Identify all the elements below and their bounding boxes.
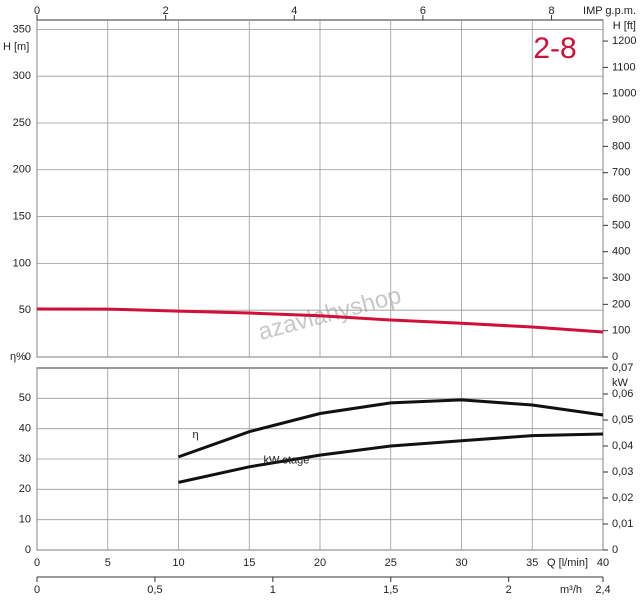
x-tick-label: 30 bbox=[455, 557, 467, 569]
chart-title: 2-8 bbox=[533, 32, 576, 65]
y2-tick-label: 400 bbox=[612, 246, 630, 258]
x2-tick-label: 4 bbox=[291, 5, 297, 17]
y2-tick-label: 200 bbox=[612, 298, 630, 310]
y2-tick-label: 0,05 bbox=[612, 414, 633, 426]
x2-tick-label: 2,4 bbox=[595, 584, 610, 596]
y2-tick-label: 0,03 bbox=[612, 466, 633, 478]
y-tick-label: 200 bbox=[13, 164, 31, 176]
y2-tick-label: 600 bbox=[612, 193, 630, 205]
y2-tick-label: 1000 bbox=[612, 88, 636, 100]
y2-tick-label: 0,02 bbox=[612, 492, 633, 504]
x-tick-label: 15 bbox=[243, 557, 255, 569]
y-tick-label: 0 bbox=[25, 544, 31, 556]
x2-axis-label: m³/h bbox=[560, 584, 582, 596]
y2-tick-label: 500 bbox=[612, 219, 630, 231]
y2-axis-label: kW bbox=[612, 377, 629, 389]
y-axis-label: η% bbox=[10, 351, 26, 363]
y-axis-label: H [m] bbox=[3, 41, 29, 53]
x-axis-label: Q [l/min] bbox=[547, 557, 588, 569]
y-tick-label: 100 bbox=[13, 257, 31, 269]
y2-tick-label: 0,01 bbox=[612, 518, 633, 530]
x2-tick-label: 0,5 bbox=[147, 584, 162, 596]
y-tick-label: 350 bbox=[13, 23, 31, 35]
series-label: η bbox=[193, 429, 199, 441]
y2-tick-label: 0,04 bbox=[612, 440, 633, 452]
x2-tick-label: 2 bbox=[163, 5, 169, 17]
x-tick-label: 5 bbox=[105, 557, 111, 569]
x-tick-label: 0 bbox=[34, 557, 40, 569]
x2-tick-label: 1,5 bbox=[383, 584, 398, 596]
y-tick-label: 150 bbox=[13, 210, 31, 222]
x-tick-label: 35 bbox=[526, 557, 538, 569]
series-line bbox=[36, 307, 604, 334]
x2-tick-label: 0 bbox=[34, 5, 40, 17]
y2-tick-label: 100 bbox=[612, 325, 630, 337]
x2-tick-label: 0 bbox=[34, 584, 40, 596]
y-tick-label: 50 bbox=[19, 392, 31, 404]
y2-tick-label: 300 bbox=[612, 272, 630, 284]
y2-tick-label: 1100 bbox=[612, 61, 636, 73]
series-line bbox=[177, 398, 604, 459]
x2-tick-label: 2 bbox=[506, 584, 512, 596]
y2-tick-label: 0,07 bbox=[612, 362, 633, 374]
x2-tick-label: 1 bbox=[270, 584, 276, 596]
y-tick-label: 250 bbox=[13, 117, 31, 129]
x2-tick-label: 8 bbox=[548, 5, 554, 17]
y2-tick-label: 0 bbox=[612, 544, 618, 556]
y2-axis-label: H [ft] bbox=[613, 20, 636, 32]
y-tick-label: 30 bbox=[19, 453, 31, 465]
y2-tick-label: 800 bbox=[612, 140, 630, 152]
y2-tick-label: 1200 bbox=[612, 35, 636, 47]
series-line bbox=[178, 432, 604, 484]
y2-tick-label: 0,06 bbox=[612, 388, 633, 400]
x2-tick-label: 6 bbox=[420, 5, 426, 17]
x-tick-label: 25 bbox=[385, 557, 397, 569]
y-tick-label: 50 bbox=[19, 304, 31, 316]
y-tick-label: 0 bbox=[25, 351, 31, 363]
y-tick-label: 300 bbox=[13, 70, 31, 82]
y-tick-label: 40 bbox=[19, 423, 31, 435]
y-tick-label: 20 bbox=[19, 483, 31, 495]
x2-axis-label: IMP g.p.m. bbox=[583, 5, 636, 17]
y2-tick-label: 900 bbox=[612, 114, 630, 126]
x-tick-label: 20 bbox=[314, 557, 326, 569]
y2-tick-label: 0 bbox=[612, 351, 618, 363]
x-tick-label: 40 bbox=[597, 557, 609, 569]
y2-tick-label: 700 bbox=[612, 167, 630, 179]
series-label: kW stage bbox=[264, 454, 310, 466]
y-tick-label: 10 bbox=[19, 514, 31, 526]
x-tick-label: 10 bbox=[172, 557, 184, 569]
